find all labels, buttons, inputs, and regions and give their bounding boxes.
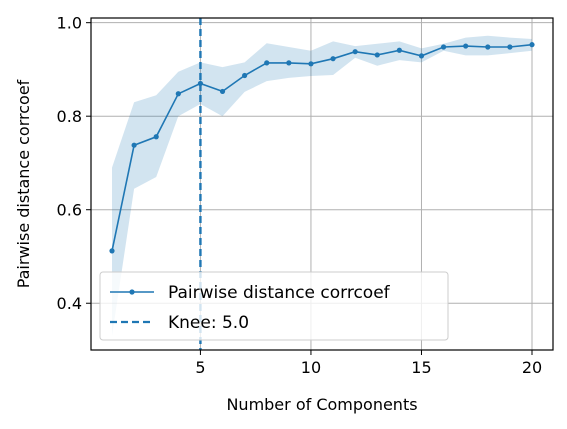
y-tick-label: 0.8	[57, 107, 82, 126]
confidence-band-area	[112, 35, 532, 337]
data-point	[463, 43, 469, 49]
data-point	[396, 47, 402, 53]
x-tick-label: 5	[195, 358, 205, 377]
y-tick-label: 1.0	[57, 14, 82, 33]
y-tick-label: 0.4	[57, 294, 82, 313]
x-tick-label: 20	[522, 358, 542, 377]
y-axis-title: Pairwise distance corrcoef	[14, 79, 33, 288]
data-point	[440, 44, 447, 50]
legend-knee-label: Knee: 5.0	[168, 313, 249, 333]
data-point	[507, 44, 513, 50]
data-point	[286, 60, 292, 66]
data-point	[485, 44, 491, 50]
confidence-band	[112, 35, 532, 337]
data-point	[219, 88, 226, 95]
data-point	[264, 60, 270, 66]
y-tick-label: 0.6	[57, 201, 82, 220]
data-point	[109, 248, 115, 254]
series-layer	[109, 42, 535, 254]
x-axis-title: Number of Components	[226, 395, 417, 414]
ticks: 5 10 15 20 0.4 0.6 0.8 1.0	[57, 14, 543, 377]
data-point	[418, 53, 425, 59]
legend-series-label: Pairwise distance corrcoef	[168, 283, 391, 303]
data-point	[374, 52, 380, 58]
data-point	[242, 72, 248, 79]
legend-series-marker-sample	[129, 289, 135, 295]
data-point	[197, 80, 204, 87]
data-point	[529, 42, 535, 48]
data-point	[153, 134, 159, 140]
plot-frame	[90, 17, 554, 351]
data-point	[131, 142, 137, 148]
x-tick-label: 10	[301, 358, 321, 377]
legend: Pairwise distance corrcoef Knee: 5.0	[99, 271, 449, 341]
legend-box	[99, 271, 449, 341]
data-point	[352, 49, 358, 55]
data-point	[175, 91, 181, 97]
x-tick-label: 15	[411, 358, 431, 377]
series-line	[111, 43, 533, 252]
data-point	[330, 56, 336, 62]
data-point	[308, 61, 314, 67]
